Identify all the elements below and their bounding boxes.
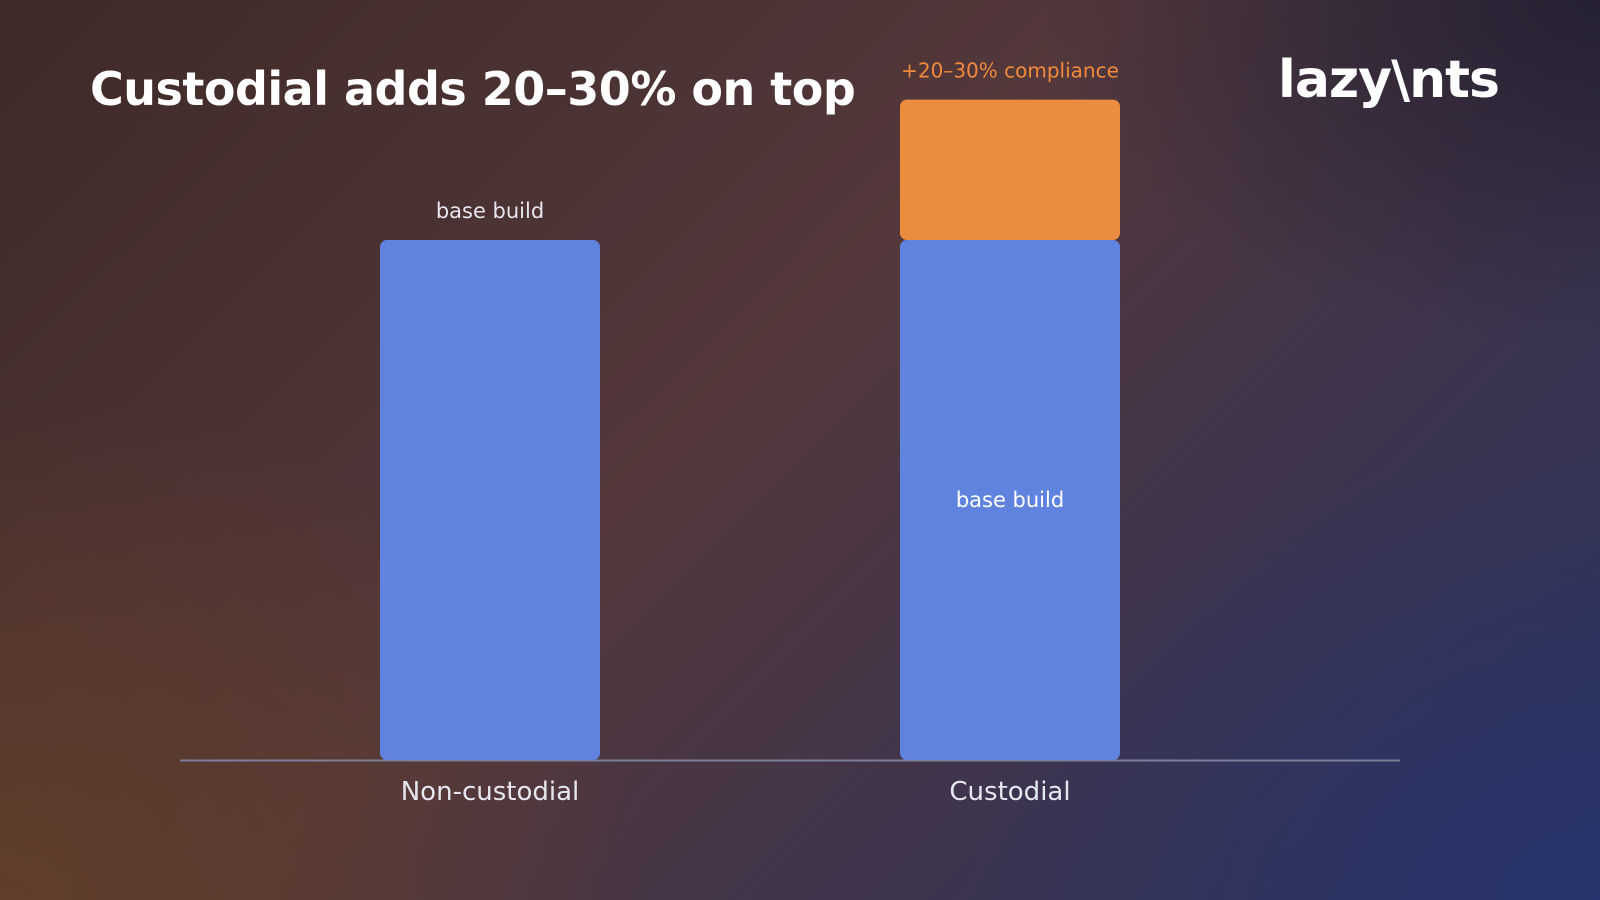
bar-non-custodial-base [380, 240, 600, 760]
page-title: Custodial adds 20–30% on top [90, 62, 856, 116]
bar-custodial-base [900, 240, 1120, 760]
x-tick-label-non-custodial: Non-custodial [401, 777, 580, 807]
bar-custodial-compliance [900, 99, 1120, 240]
data-label-compliance: +20–30% compliance [901, 59, 1119, 83]
data-label-above-0: base build [436, 199, 544, 223]
brand-logo: lazy\nts [1278, 50, 1500, 110]
x-tick-label-custodial: Custodial [949, 777, 1070, 807]
data-label-inside-1: base build [956, 488, 1064, 512]
